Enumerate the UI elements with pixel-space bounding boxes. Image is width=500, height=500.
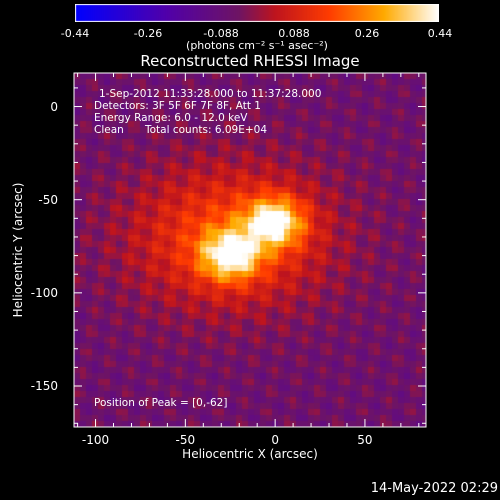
y-tick-label: 0 <box>50 99 58 114</box>
chart-title: Reconstructed RHESSI Image <box>140 52 360 70</box>
detectors-label: Detectors: 3F 5F 6F 7F 8F, Att 1 <box>94 100 261 112</box>
peak-position-label: Position of Peak = [0,-62] <box>94 397 228 409</box>
clean-label: Clean <box>94 124 124 136</box>
plot-border <box>73 72 427 428</box>
y-tick-label: -100 <box>30 285 58 300</box>
x-tick-label: 0 <box>271 433 279 447</box>
heatmap-image <box>74 73 426 427</box>
colorbar <box>75 4 439 22</box>
x-tick-label: 50 <box>357 433 373 447</box>
y-tick-label: -50 <box>38 192 58 207</box>
x-tick-label: -100 <box>81 433 110 447</box>
energy-range-label: Energy Range: 6.0 - 12.0 keV <box>94 112 248 124</box>
y-axis-label: Heliocentric Y (arcsec) <box>11 182 25 318</box>
y-tick-label: -150 <box>30 379 58 393</box>
x-axis-label: Heliocentric X (arcsec) <box>182 447 318 461</box>
x-tick-label: -50 <box>175 433 196 447</box>
timestamp: 14-May-2022 02:29 <box>370 481 498 496</box>
time-range-label: 1-Sep-2012 11:33:28.000 to 11:37:28.000 <box>99 88 322 100</box>
colorbar-units: (photons cm⁻² s⁻¹ asec⁻²) <box>186 39 328 52</box>
total-counts-label: Total counts: 6.09E+04 <box>145 124 268 136</box>
